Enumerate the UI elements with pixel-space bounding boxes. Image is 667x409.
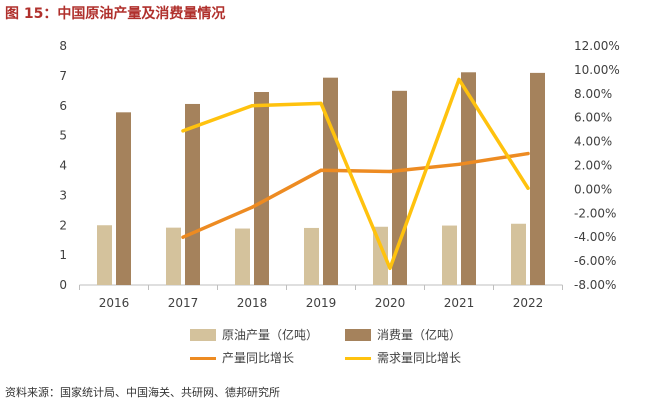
point-demand-growth-2017 — [181, 129, 185, 133]
tick-labels-layer: 0 1 2 3 4 5 6 7 8 -8.00% -6.00% -4.00% -2.00% 0.00% 2.… — [59, 39, 619, 310]
legend-line-production-growth — [190, 356, 216, 360]
line-production-growth — [181, 151, 530, 239]
y-left-tick-label: 2 — [59, 218, 67, 232]
point-production-growth-2017 — [181, 235, 185, 239]
legend-label-demand-growth: 需求量同比增长 — [377, 351, 462, 365]
legend-label-production-growth: 产量同比增长 — [222, 351, 295, 365]
point-demand-growth-2022 — [526, 186, 530, 190]
bar-consumption-2018 — [254, 92, 269, 285]
axes-layer — [79, 284, 563, 290]
y-right-tick-label: 10.00% — [574, 63, 620, 77]
y-right-tick-label: -6.00% — [574, 254, 616, 268]
point-demand-growth-2019 — [319, 101, 323, 105]
bar-crude-production-2017 — [166, 227, 181, 285]
y-right-tick-label: 12.00% — [574, 39, 620, 53]
point-production-growth-2018 — [250, 205, 254, 209]
y-right-tick-label: 8.00% — [574, 87, 612, 101]
x-tick-label: 2022 — [513, 296, 544, 310]
bar-crude-production-2019 — [304, 227, 319, 285]
y-left-tick-label: 1 — [59, 248, 67, 262]
lines-layer — [181, 77, 530, 271]
point-demand-growth-2018 — [250, 104, 254, 108]
legend-item-demand-growth: 需求量同比增长 — [345, 350, 461, 366]
bar-crude-production-2021 — [442, 225, 457, 285]
legend-label-consumption: 消费量（亿吨） — [377, 328, 462, 342]
point-production-growth-2022 — [526, 151, 530, 156]
x-tick-label: 2019 — [306, 296, 337, 310]
legend-item-production-growth: 产量同比增长 — [190, 350, 294, 366]
x-tick-label: 2016 — [99, 296, 130, 310]
y-right-tick-label: 4.00% — [574, 135, 612, 149]
figure-title: 图 15：中国原油产量及消费量情况 — [5, 6, 226, 22]
y-left-tick-label: 3 — [59, 188, 67, 202]
source-note: 资料来源：国家统计局、中国海关、共研网、德邦研究所 — [5, 386, 280, 399]
point-demand-growth-2020 — [388, 266, 392, 270]
bar-consumption-2021 — [461, 72, 476, 285]
y-right-tick-label: 0.00% — [574, 182, 612, 196]
point-demand-growth-2021 — [457, 77, 461, 82]
bar-crude-production-2022 — [511, 223, 526, 285]
legend-item-consumption: 消费量（亿吨） — [345, 327, 461, 343]
y-right-tick-label: 2.00% — [574, 159, 612, 173]
point-production-growth-2019 — [319, 168, 323, 172]
y-right-tick-label: -8.00% — [574, 278, 616, 292]
bar-crude-production-2018 — [235, 228, 250, 285]
y-right-tick-label: 6.00% — [574, 111, 612, 125]
legend-swatch-crude-production — [190, 329, 216, 341]
x-tick-label: 2018 — [237, 296, 268, 310]
bar-consumption-2016 — [116, 112, 131, 285]
x-tick-label: 2021 — [444, 296, 475, 310]
bar-consumption-2022 — [530, 72, 545, 285]
y-left-tick-label: 8 — [59, 39, 67, 53]
y-left-tick-label: 7 — [59, 69, 67, 83]
legend-line-demand-growth — [345, 356, 371, 360]
bar-crude-production-2020 — [373, 226, 388, 285]
bar-consumption-2019 — [323, 77, 338, 285]
y-right-tick-label: -2.00% — [574, 206, 616, 220]
x-tick-label: 2017 — [168, 296, 199, 310]
x-tick-label: 2020 — [375, 296, 406, 310]
legend-item-crude-production: 原油产量（亿吨） — [190, 327, 318, 343]
y-left-tick-label: 5 — [59, 129, 67, 143]
legend-swatch-consumption — [345, 329, 371, 341]
y-right-tick-label: -4.00% — [574, 230, 616, 244]
y-left-tick-label: 6 — [59, 99, 67, 113]
y-left-tick-label: 4 — [59, 159, 67, 173]
point-production-growth-2020 — [388, 169, 392, 174]
bar-crude-production-2016 — [97, 225, 112, 285]
line-demand-growth — [181, 77, 530, 271]
point-production-growth-2021 — [457, 162, 461, 166]
legend-label-crude-production: 原油产量（亿吨） — [222, 328, 319, 342]
bar-consumption-2017 — [185, 103, 200, 286]
y-left-tick-label: 0 — [59, 278, 67, 292]
